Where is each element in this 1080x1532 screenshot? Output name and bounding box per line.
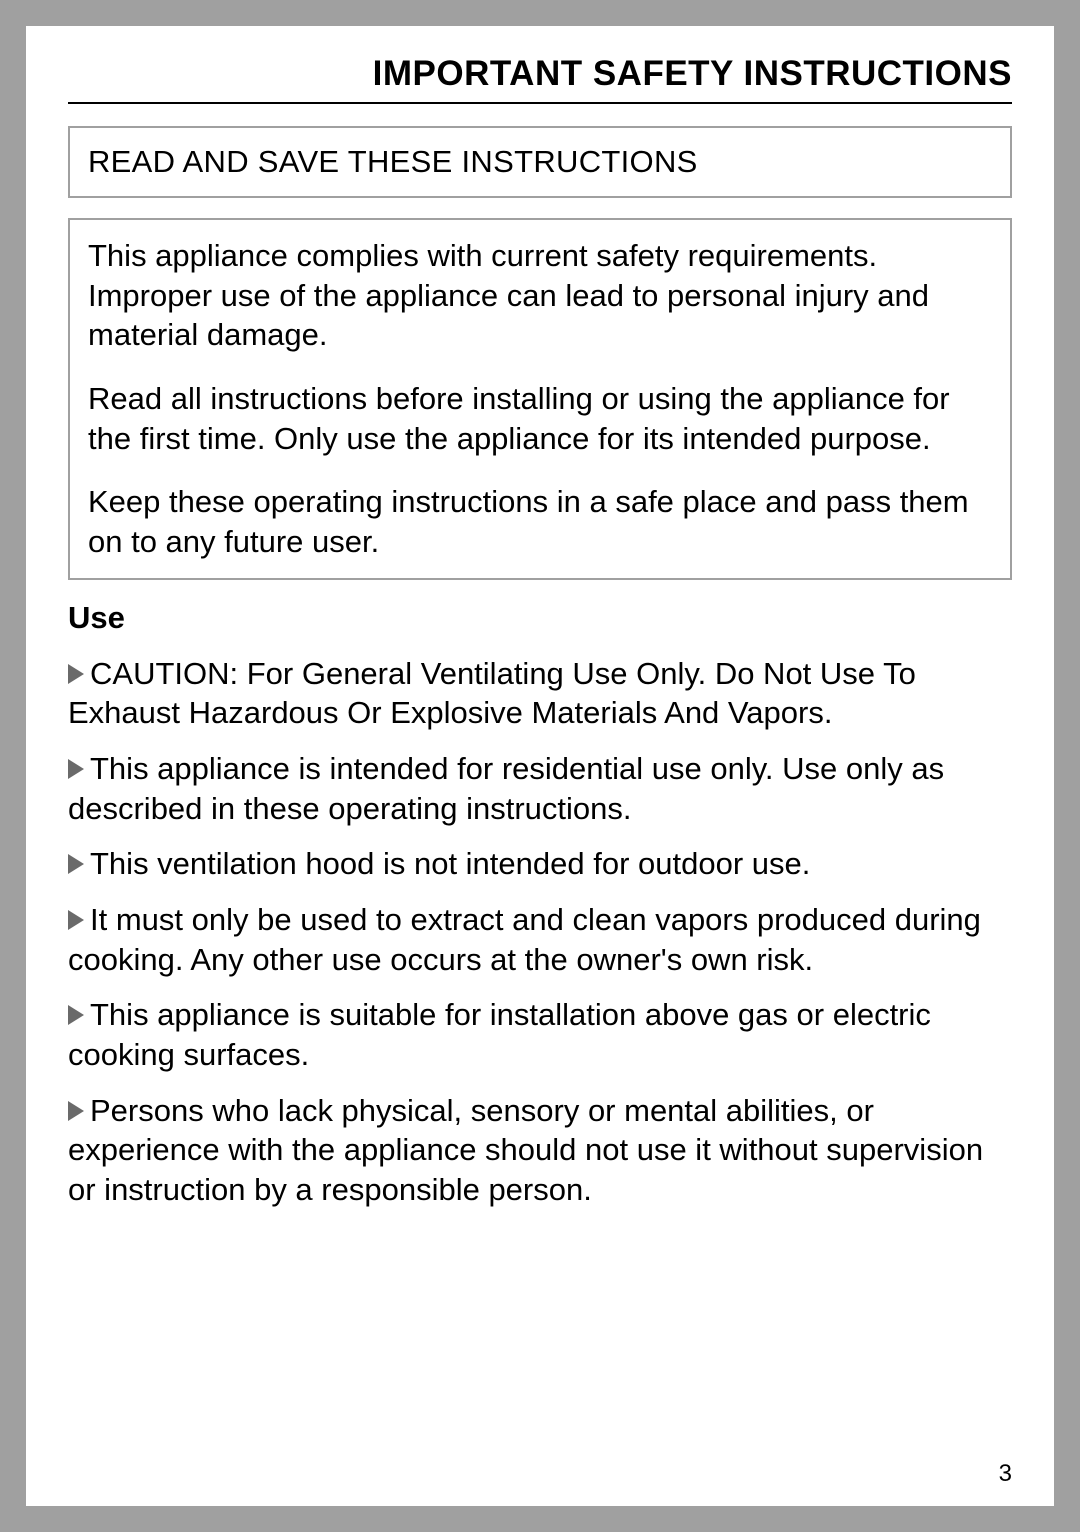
bullet-arrow-icon [68, 1005, 84, 1025]
page-title: IMPORTANT SAFETY INSTRUCTIONS [68, 54, 1012, 104]
bullet-arrow-icon [68, 759, 84, 779]
bullet-arrow-icon [68, 854, 84, 874]
bullet-item: This appliance is intended for residenti… [68, 749, 1012, 828]
callout-intro: This appliance complies with current saf… [68, 218, 1012, 580]
page-number: 3 [999, 1460, 1012, 1488]
callout-para: Read all instructions before installing … [88, 379, 992, 458]
bullet-item: It must only be used to extract and clea… [68, 900, 1012, 979]
bullet-arrow-icon [68, 1101, 84, 1121]
bullet-item: CAUTION: For General Ventilating Use Onl… [68, 654, 1012, 733]
bullet-text: This appliance is intended for residenti… [68, 751, 944, 826]
callout-read-save: READ AND SAVE THESE INSTRUCTIONS [68, 126, 1012, 198]
bullet-item: Persons who lack physical, sensory or me… [68, 1091, 1012, 1210]
bullet-arrow-icon [68, 664, 84, 684]
bullet-text: It must only be used to extract and clea… [68, 902, 981, 977]
bullet-item: This appliance is suitable for installat… [68, 995, 1012, 1074]
bullet-text: CAUTION: For General Ventilating Use Onl… [68, 656, 916, 731]
bullet-text: This appliance is suitable for installat… [68, 997, 931, 1072]
bullet-text: This ventilation hood is not intended fo… [90, 846, 810, 881]
callout-para: Keep these operating instructions in a s… [88, 482, 992, 561]
bullet-arrow-icon [68, 910, 84, 930]
page-inner: IMPORTANT SAFETY INSTRUCTIONS READ AND S… [26, 26, 1054, 1506]
bullet-text: Persons who lack physical, sensory or me… [68, 1093, 983, 1207]
callout-para: This appliance complies with current saf… [88, 236, 992, 355]
callout-heading: READ AND SAVE THESE INSTRUCTIONS [88, 144, 992, 180]
bullet-item: This ventilation hood is not intended fo… [68, 844, 1012, 884]
section-heading-use: Use [68, 600, 1012, 636]
